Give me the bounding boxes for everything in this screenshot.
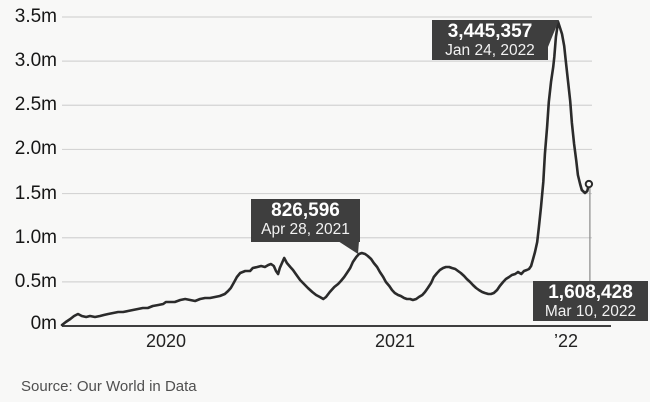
y-tick-label: 3.5m bbox=[14, 6, 57, 27]
annotation-value: 826,596 bbox=[271, 200, 340, 221]
y-tick-label: 1.5m bbox=[14, 183, 57, 204]
y-tick-label: 2.5m bbox=[14, 94, 57, 115]
y-tick-label: 2.0m bbox=[14, 138, 57, 159]
annotation-value: 1,608,428 bbox=[548, 282, 633, 303]
source-attribution: Source: Our World in Data bbox=[21, 378, 197, 395]
y-tick-label: 0.5m bbox=[14, 271, 57, 292]
annotation-pointer-jan-2022 bbox=[548, 20, 559, 47]
latest-point-marker bbox=[584, 179, 594, 189]
x-tick-label-2020: 2020 bbox=[145, 331, 187, 351]
annotation-date: Mar 10, 2022 bbox=[544, 303, 637, 320]
x-tick-label-2022: ’22 bbox=[553, 331, 579, 351]
y-tick-label: 3.0m bbox=[14, 50, 57, 71]
annotation-latest-mar-2022: 1,608,428 Mar 10, 2022 bbox=[533, 281, 648, 321]
cases-line-series bbox=[60, 20, 591, 327]
x-tick-label-2021: 2021 bbox=[374, 331, 416, 351]
annotation-peak-jan-2022: 3,445,357 Jan 24, 2022 bbox=[432, 20, 548, 60]
annotation-peak-apr-2021: 826,596 Apr 28, 2021 bbox=[251, 199, 360, 242]
annotation-pointer-apr-2021 bbox=[338, 241, 359, 254]
y-tick-label: 0m bbox=[30, 313, 57, 334]
annotation-value: 3,445,357 bbox=[447, 21, 533, 42]
annotation-date: Jan 24, 2022 bbox=[445, 42, 535, 59]
y-tick-label: 1.0m bbox=[14, 227, 57, 248]
annotation-date: Apr 28, 2021 bbox=[261, 221, 350, 238]
